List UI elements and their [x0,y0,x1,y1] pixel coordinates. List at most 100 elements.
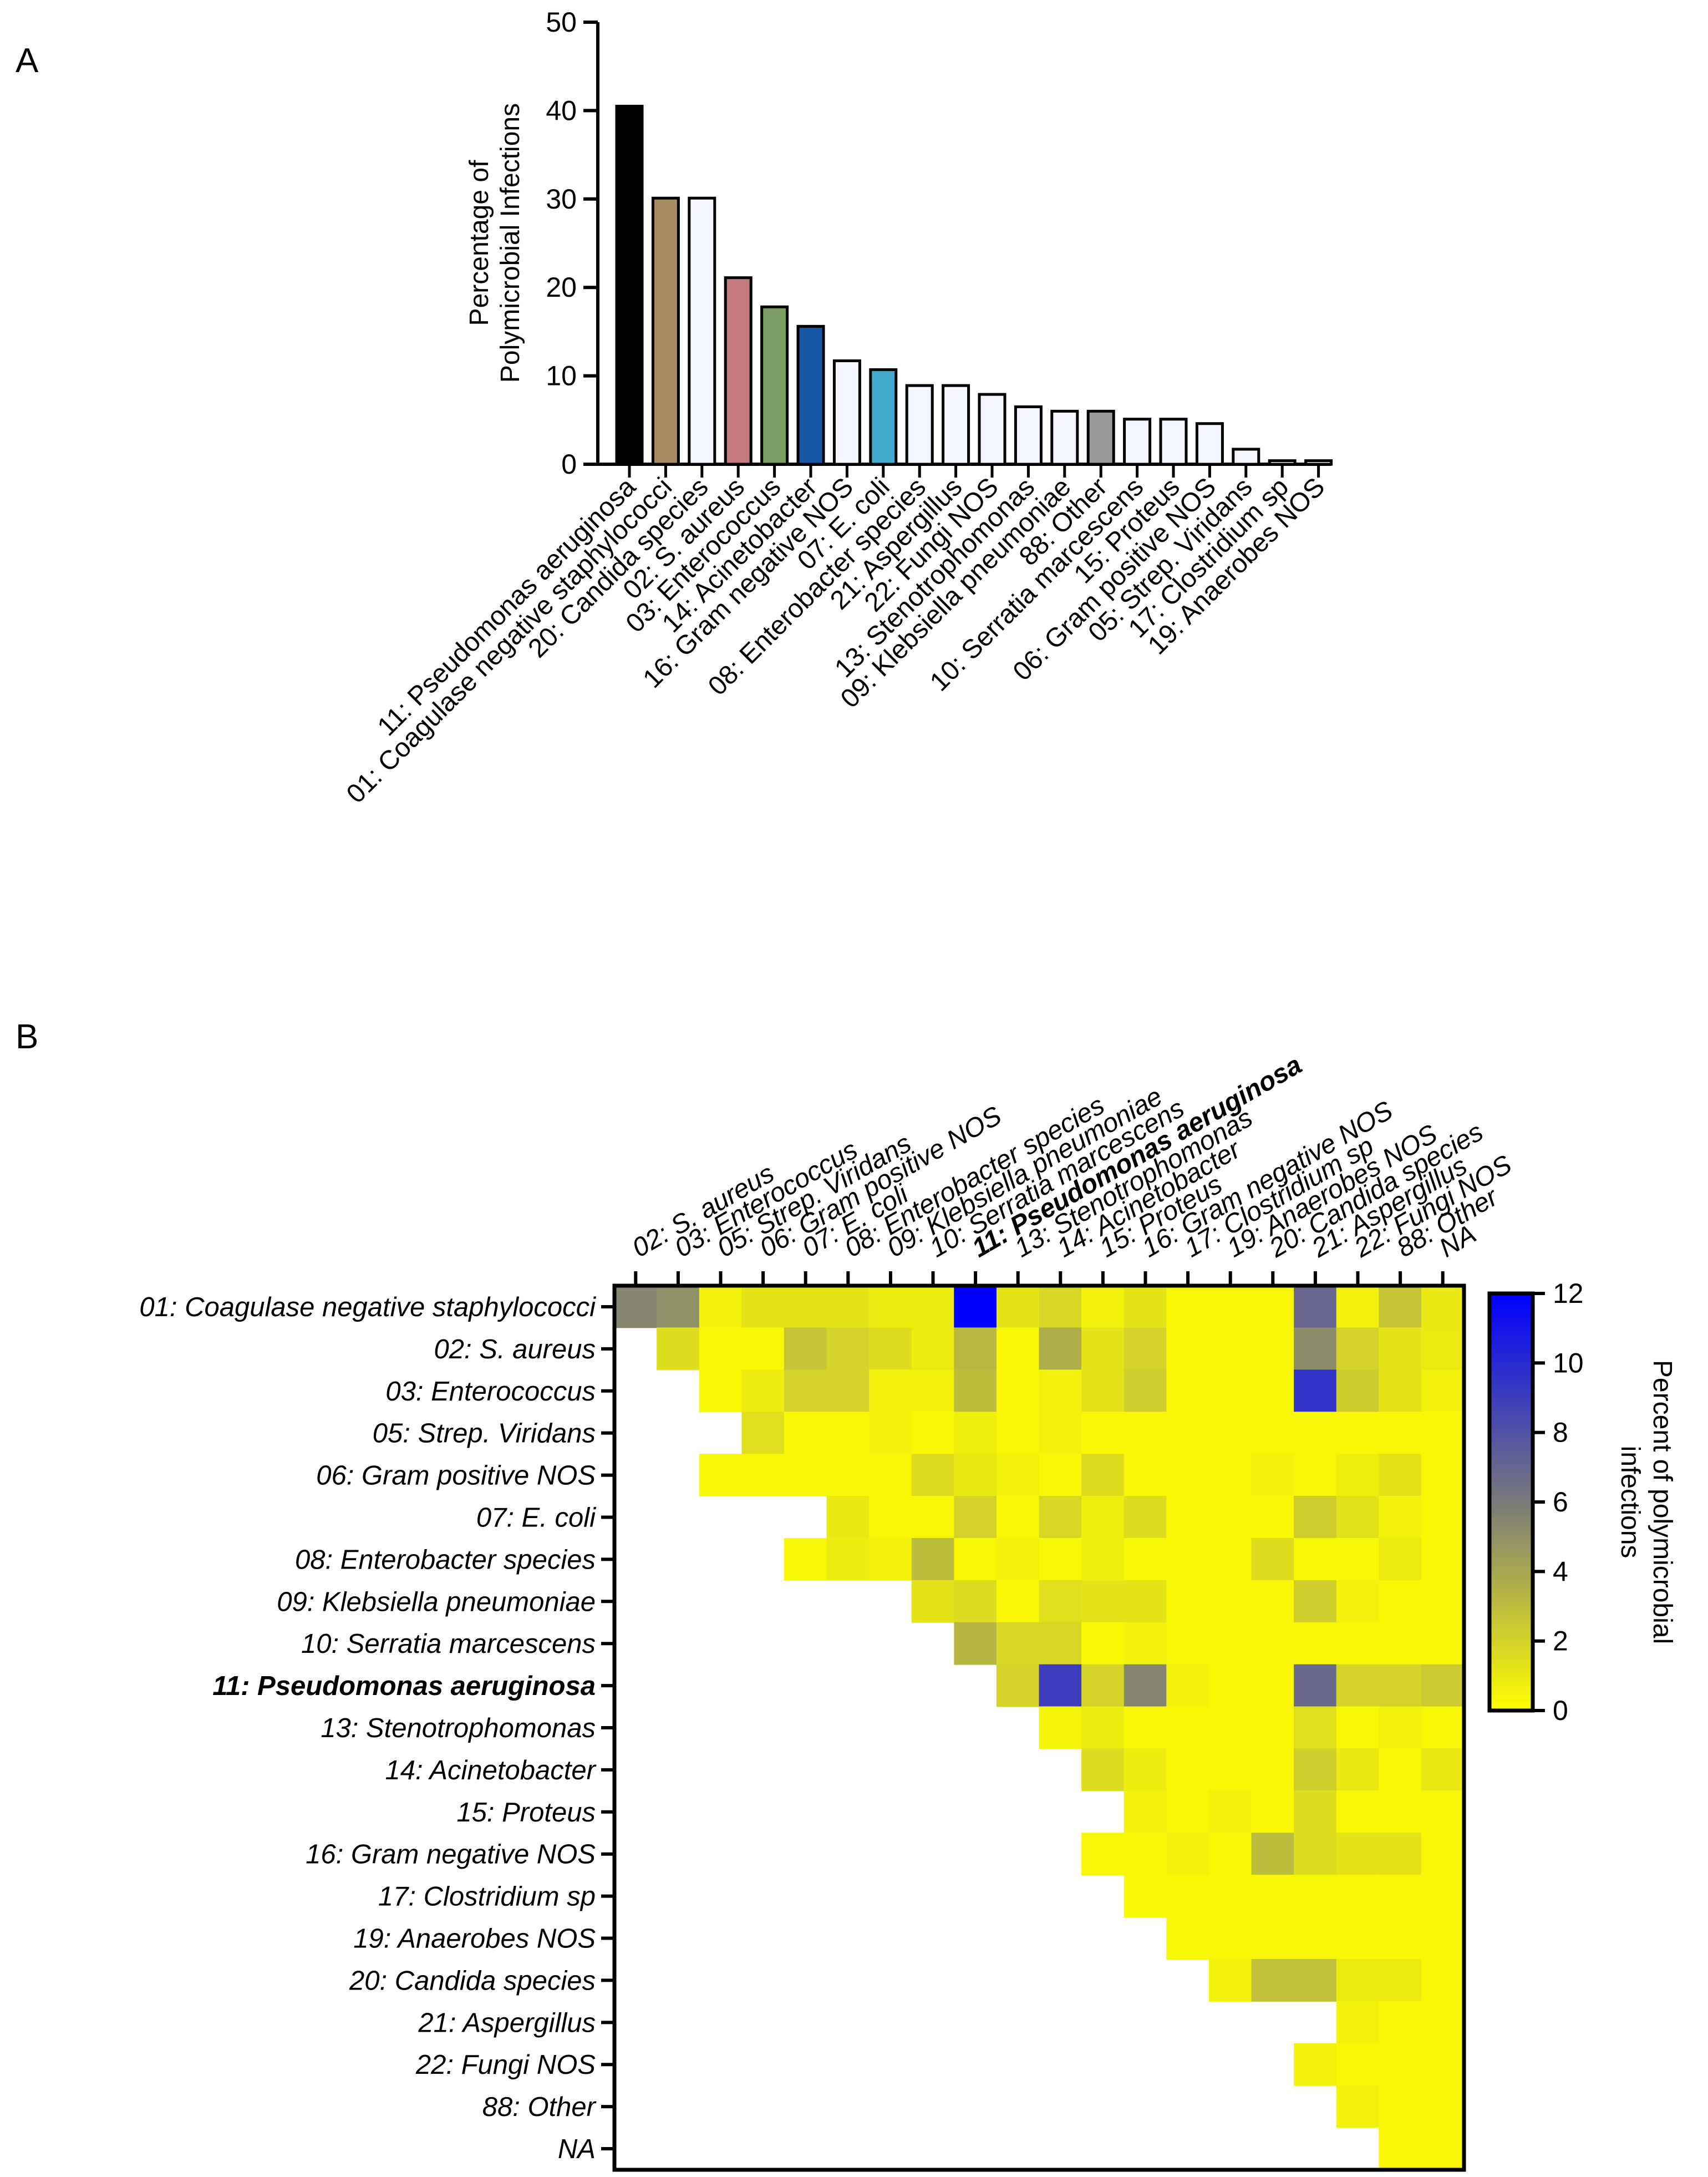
heatmap-cell [996,1580,1040,1623]
heatmap-cell [954,1496,997,1539]
heatmap-cell [1294,1790,1337,1834]
heatmap-cell [741,1285,785,1328]
heatmap-cell [1166,1875,1209,1918]
heatmap-cell [911,1285,955,1328]
heatmap-cell [1336,1454,1380,1497]
heatmap-cell [1421,1412,1465,1455]
heatmap-cell [1124,1664,1167,1707]
heatmap-cell [657,1327,700,1371]
row-label: 16: Gram negative NOS [306,1840,596,1870]
heatmap-cell [1294,1580,1337,1623]
heatmap-cell [1379,1412,1422,1455]
heatmap-cell [1166,1496,1209,1539]
heatmap-cell [954,1537,997,1581]
row-label: NA [558,2134,596,2164]
bar [796,324,825,466]
heatmap-cell [1421,2127,1465,2170]
heatmap-cell [869,1496,912,1539]
heatmap-cell [911,1454,955,1497]
heatmap-cell [1039,1285,1082,1328]
heatmap-cell [1251,1706,1295,1749]
heatmap-cell [1379,2085,1422,2128]
colorbar-tick-label: 2 [1553,1626,1568,1657]
heatmap-cell [1166,1285,1209,1328]
bar [1123,418,1152,466]
bar [1232,448,1260,466]
heatmap-cell [954,1622,997,1665]
heatmap-cell [1166,1917,1209,1960]
heatmap-cell [1124,1327,1167,1371]
colorbar-tick-label: 4 [1553,1556,1568,1587]
heatmap-cell [1124,1748,1167,1792]
heatmap-cell [1251,1412,1295,1455]
heatmap-cell [1251,1748,1295,1792]
heatmap-cell [1039,1537,1082,1581]
heatmap-cell [784,1369,827,1413]
heatmap-cell [699,1285,743,1328]
row-label: 10: Serratia marcescens [301,1629,596,1659]
heatmap-cell [741,1327,785,1371]
heatmap-cell [996,1496,1040,1539]
heatmap-cell [1039,1496,1082,1539]
bar [869,368,898,466]
heatmap-cell [1336,1958,1380,2002]
heatmap-cell [911,1537,955,1581]
bar [651,196,680,466]
heatmap-cell [1336,1369,1380,1413]
heatmap-cell [1421,1875,1465,1918]
heatmap-cell [1421,1369,1465,1413]
heatmap-cell [1081,1412,1125,1455]
heatmap-cell [1166,1622,1209,1665]
heatmap-cell [1251,1580,1295,1623]
heatmap-cell [1421,1622,1465,1665]
bar [1050,409,1079,466]
heatmap-cell [1081,1706,1125,1749]
heatmap-cell [1081,1833,1125,1876]
heatmap-cell [1039,1706,1082,1749]
heatmap-cell [784,1285,827,1328]
heatmap-cell [1421,1327,1465,1371]
heatmap-cell [1166,1790,1209,1834]
heatmap-cell [1124,1875,1167,1918]
bar [1268,459,1297,466]
heatmap-cell [996,1664,1040,1707]
heatmap-cell [1039,1369,1082,1413]
heatmap-cell [1124,1537,1167,1581]
y-tick-label: 20 [546,272,577,303]
bar [760,305,789,466]
row-label: 09: Klebsiella pneumoniae [277,1587,596,1617]
heatmap-cell [1294,1706,1337,1749]
bar [905,384,934,466]
y-tick-label: 0 [561,449,577,480]
heatmap-cell [1208,1917,1252,1960]
heatmap-cell [1251,1833,1295,1876]
heatmap-cell [1379,2127,1422,2170]
colorbar [1487,1291,1535,1713]
heatmap-cell [784,1537,827,1581]
heatmap-cell [1294,1958,1337,2002]
bar [1086,409,1115,466]
row-label: 17: Clostridium sp [378,1882,596,1912]
heatmap-cell [1379,2043,1422,2086]
heatmap-cell [1379,1664,1422,1707]
heatmap-cell [1294,1454,1337,1497]
x-tick-label: 11: Pseudomonas aeruginosa [372,472,642,742]
heatmap-cell [996,1285,1040,1328]
heatmap-cell [911,1327,955,1371]
heatmap-cell [1039,1664,1082,1707]
heatmap-cell [1294,1622,1337,1665]
heatmap-cell [1124,1790,1167,1834]
heatmap-cell [1166,1706,1209,1749]
heatmap-cell [954,1285,997,1328]
row-label: 14: Acinetobacter [385,1755,596,1785]
y-tick-label: 50 [546,7,577,38]
heatmap-cell [1421,1664,1465,1707]
row-label: 21: Aspergillus [418,2008,596,2038]
heatmap-cell [1294,1748,1337,1792]
heatmap-cell [954,1369,997,1413]
y-tick-label: 10 [546,361,577,392]
heatmap-cell [1251,1790,1295,1834]
bar [832,359,861,466]
bar [615,104,644,466]
